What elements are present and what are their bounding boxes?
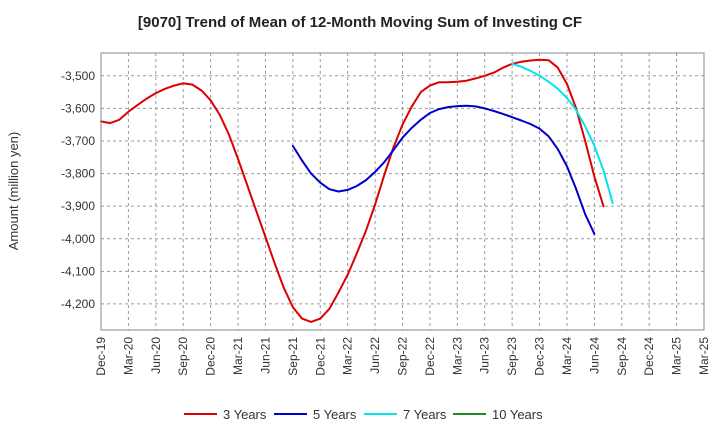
series-lines	[100, 58, 614, 323]
x-tick-label: Mar-23	[450, 337, 464, 375]
x-tick-label: Jun-21	[258, 337, 272, 374]
y-tick-label: -4,200	[61, 297, 95, 311]
x-tick-label: Dec-21	[313, 337, 327, 376]
y-tick-label: -3,800	[61, 167, 95, 181]
y-axis-label: Amount (million yen)	[6, 132, 21, 251]
x-tick-label: Sep-21	[286, 337, 300, 376]
x-tick-label: Dec-20	[204, 337, 218, 376]
x-tick-label: Sep-20	[176, 337, 190, 376]
x-tick-label: Dec-23	[533, 337, 547, 376]
x-tick-label: Jun-23	[478, 337, 492, 374]
x-tick-label: Mar-25	[670, 337, 684, 375]
x-tick-label: Sep-24	[615, 337, 629, 376]
y-tick-label: -3,500	[61, 69, 95, 83]
x-tick-label: Dec-22	[423, 337, 437, 376]
y-tick-label: -4,000	[61, 232, 95, 246]
legend-label: 7 Years	[403, 407, 447, 422]
x-tick-label: Dec-19	[94, 337, 108, 376]
x-tick-label: Mar-21	[231, 337, 245, 375]
y-tick-label: -3,900	[61, 199, 95, 213]
legend: 3 Years 5 Years 7 Years 10 Years	[184, 407, 543, 422]
x-tick-label: Mar-24	[560, 337, 574, 375]
x-tick-label: Jun-22	[368, 337, 382, 374]
legend-label: 5 Years	[313, 407, 357, 422]
x-tick-label: Mar-20	[121, 337, 135, 375]
x-tick-label: Dec-24	[642, 337, 656, 376]
plot-border	[100, 52, 705, 331]
legend-label: 3 Years	[223, 407, 267, 422]
x-tick-label: Sep-22	[396, 337, 410, 376]
series-line-3-years	[100, 58, 605, 323]
y-tick-label: -3,600	[61, 101, 95, 115]
x-tick-label: Jun-20	[149, 337, 163, 374]
y-tick-label: -3,700	[61, 134, 95, 148]
legend-label: 10 Years	[492, 407, 543, 422]
series-line-7-years	[511, 62, 614, 204]
chart-title: [9070] Trend of Mean of 12-Month Moving …	[138, 14, 582, 31]
x-tick-label: Jun-24	[587, 337, 601, 374]
y-tick-labels: -3,500 -3,600 -3,700 -3,800 -3,900 -4,000 -4,1…	[61, 69, 95, 311]
x-tick-label: Sep-23	[505, 337, 519, 376]
x-tick-labels: Dec-19 Mar-20 Jun-20 Sep-20 Dec-20 Mar-21 Jun-…	[94, 337, 711, 376]
y-tick-label: -4,100	[61, 264, 95, 278]
grid-lines	[101, 53, 704, 330]
x-tick-label: Mar-22	[341, 337, 355, 375]
x-tick-label: Mar-25	[697, 337, 711, 375]
series-line-5-years	[291, 104, 596, 235]
